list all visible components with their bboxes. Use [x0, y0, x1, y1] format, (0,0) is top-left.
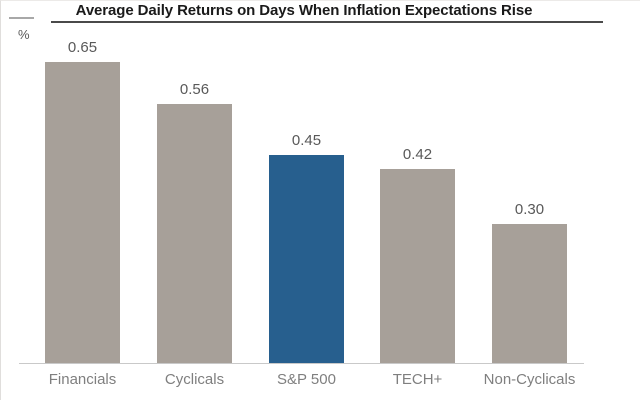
chart-title-underline: Average Daily Returns on Days When Infla…: [51, 2, 603, 23]
axis-unit-dash: [9, 17, 34, 19]
category-label-non-cyclicals: Non-Cyclicals: [483, 371, 576, 388]
bar-cyclicals: [157, 104, 232, 363]
value-label-financials: 0.65: [67, 39, 98, 56]
bar-tech: [380, 169, 455, 363]
bar-financials: [45, 62, 120, 363]
bar-non-cyclicals: [492, 224, 567, 363]
category-label-cyclicals: Cyclicals: [164, 371, 225, 388]
value-label-tech: 0.42: [402, 146, 433, 163]
category-label-s-p-500: S&P 500: [277, 371, 336, 388]
value-label-non-cyclicals: 0.30: [514, 201, 545, 218]
x-axis-line: [19, 363, 584, 364]
bar-s-p-500: [269, 155, 344, 363]
y-axis-unit-label: %: [18, 27, 30, 42]
category-label-financials: Financials: [48, 371, 117, 388]
category-label-tech: TECH+: [392, 371, 443, 388]
value-label-cyclicals: 0.56: [179, 81, 210, 98]
value-label-s-p-500: 0.45: [291, 132, 322, 149]
chart-title: Average Daily Returns on Days When Infla…: [75, 2, 533, 19]
